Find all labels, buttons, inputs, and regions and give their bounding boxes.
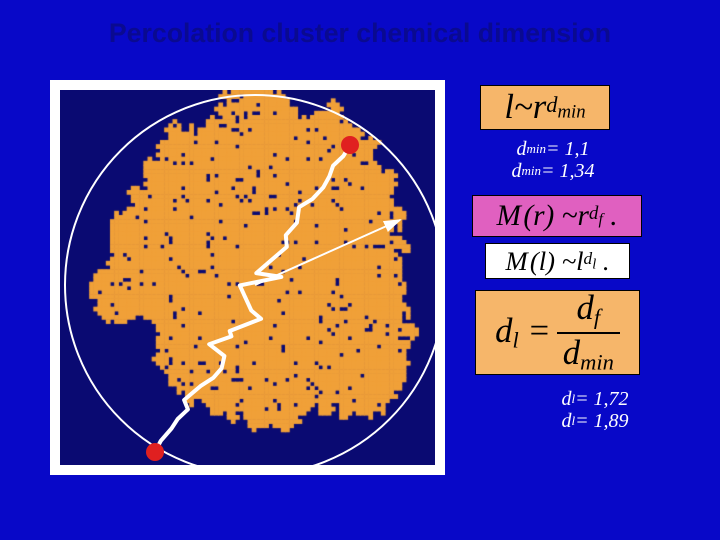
value-dl-1: dl = 1,72 (525, 388, 665, 410)
value-dl-2: dl = 1,89 (525, 410, 665, 432)
value-dmin-2: dmin = 1,34 (483, 160, 623, 182)
equation-mass-r: M (r) ~ rdf . (472, 195, 642, 237)
equation-dl-fraction: dl =dfdmin (475, 290, 640, 375)
equation-l-r-dmin: l ~ rdmin (480, 85, 610, 130)
slide: Percolation cluster chemical dimension l… (0, 0, 720, 540)
slide-title: Percolation cluster chemical dimension (0, 18, 720, 49)
percolation-cluster-figure (50, 80, 445, 475)
equation-mass-l: M (l) ~ ldl . (485, 243, 630, 279)
cluster-overlay (60, 90, 435, 465)
value-dmin-1: dmin = 1,1 (483, 138, 623, 160)
